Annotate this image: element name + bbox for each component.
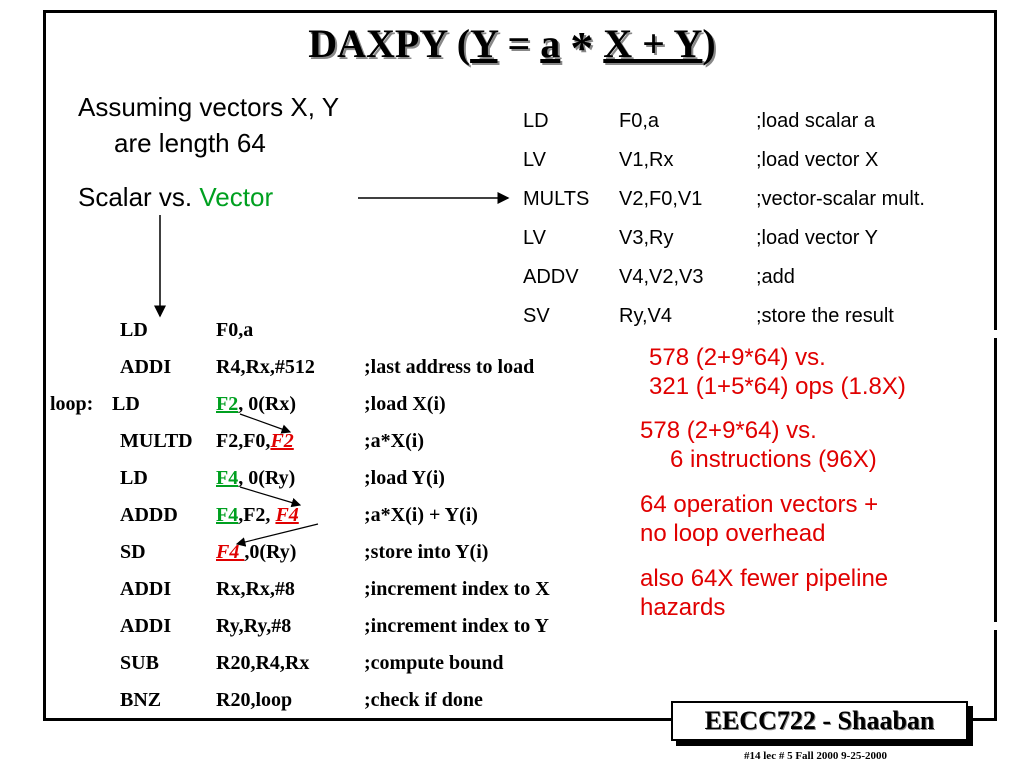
dependency-f4-arrow-1 [239,486,302,508]
scalar-arg: F0,a [216,319,254,341]
scalar-comment: ;load X(i) [364,393,446,415]
scalar-comment: ;increment index to X [364,578,550,600]
scalar-comment: ;check if done [364,689,483,711]
vector-op: LD [523,110,549,132]
scalar-op: ADDI [120,356,172,378]
note-vectors-line-1: 64 operation vectors + [640,491,879,518]
vector-comment: ;add [756,266,795,288]
scalar-arg: Ry,Ry,#8 [216,615,292,637]
vector-arg: F0,a [619,110,660,132]
scalar-arg-pre: F2,F0, [216,430,271,452]
note-instructions-line-1: 578 (2+9*64) vs. [640,417,817,444]
scalar-op: LD [120,319,148,341]
assumption-line-2: are length 64 [114,128,266,158]
scalar-op: LD [112,393,140,415]
register-f4-dependent: F4 [275,504,299,526]
scalar-comment: ;load Y(i) [364,467,445,489]
title-star: * [570,22,594,73]
dependency-f2-arrow [239,413,292,434]
vector-op: SV [523,305,550,327]
scalar-arg-rest: ,0(Ry) [244,541,297,563]
note-ops-line-2: 321 (1+5*64) ops (1.8X) [649,373,906,400]
scalar-comment: ;a*X(i) [364,430,424,452]
vector-comment: ;load vector Y [756,227,878,249]
scalar-op: ADDI [120,578,172,600]
vector-comment: ;store the result [756,305,894,327]
slide-frame [43,10,997,721]
title-prefix: DAXPY ( [308,21,471,66]
vector-arg: Ry,V4 [619,305,672,327]
vector-comment: ;vector-scalar mult. [756,188,925,210]
scalar-arg-rest: , 0(Rx) [238,393,296,415]
scalar-op: MULTD [120,430,193,452]
register-f4: F4 [216,504,239,526]
register-f4-dependent: F4 [216,541,245,563]
assumption-line-1: Assuming vectors X, Y [78,92,340,122]
scalar-comment: ;store into Y(i) [364,541,489,563]
vector-op: MULTS [523,188,590,210]
vector-op: ADDV [523,266,579,288]
scalar-arg-rest: , 0(Ry) [238,467,296,489]
scalar-op: LD [120,467,148,489]
scalar-comment: ;last address to load [364,356,535,378]
title-x-plus-y: X + Y [603,21,703,66]
scalar-op: ADDD [120,504,178,526]
scalar-op: ADDI [120,615,172,637]
note-vectors-line-2: no loop overhead [640,520,826,547]
note-hazards-line-1: also 64X fewer pipeline [640,565,889,592]
vector-op: LV [523,149,546,171]
register-f2: F2 [216,393,239,415]
dependency-f4-arrow-2 [235,523,319,547]
register-f2-dependent: F2 [270,430,294,452]
vector-label: Vector [199,182,274,212]
scalar-op: SD [120,541,146,563]
loop-label: loop: [50,393,94,415]
vector-arg: V2,F0,V1 [619,188,703,210]
scalar-comment: ;compute bound [364,652,504,674]
slide-title: DAXPY (Y = a * X + Y) [0,20,1024,74]
note-ops-line-1: 578 (2+9*64) vs. [649,344,826,371]
title-y: Y [470,21,498,66]
vector-arg: V4,V2,V3 [619,266,704,288]
slide-footer: #14 lec # 5 Fall 2000 9-25-2000 [744,750,887,762]
title-a: a [540,21,561,66]
scalar-arg-mid: ,F2, [238,504,276,526]
scalar-arg: R4,Rx,#512 [216,356,315,378]
vector-arg: V3,Ry [619,227,674,249]
scalar-vs-vector: Scalar vs. Vector [78,182,273,213]
title-equals: = [497,21,541,66]
scalar-comment: ;a*X(i) + Y(i) [364,504,478,526]
vector-comment: ;load scalar a [756,110,875,132]
register-f4: F4 [216,467,239,489]
border-gap [990,330,1000,338]
scalar-vs-label: Scalar vs. [78,182,193,212]
border-gap [990,622,1000,630]
scalar-arg: R20,loop [216,689,293,711]
scalar-arg: Rx,Rx,#8 [216,578,295,600]
vector-arg: V1,Rx [619,149,674,171]
note-instructions-line-2: 6 instructions (96X) [670,446,877,473]
scalar-arg: R20,R4,Rx [216,652,310,674]
scalar-comment: ;increment index to Y [364,615,549,637]
scalar-op: SUB [120,652,159,674]
title-suffix: ) [702,21,716,66]
note-hazards-line-2: hazards [640,594,726,621]
scalar-op: BNZ [120,689,162,711]
course-badge: EECC722 - Shaaban [671,701,968,741]
vector-comment: ;load vector X [756,149,879,171]
vector-op: LV [523,227,546,249]
